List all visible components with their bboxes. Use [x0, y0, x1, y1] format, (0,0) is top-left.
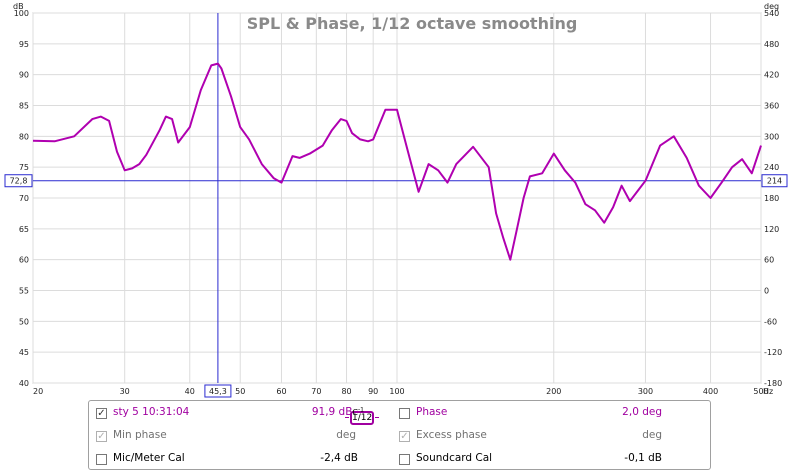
y-tick-label: 85 [19, 102, 29, 111]
soundcard-cal-label: Soundcard Cal [416, 452, 493, 464]
phase-label: Phase [416, 406, 448, 418]
cursor-x-readout-text: 45,3 [209, 387, 227, 396]
x-tick-label: 400 [703, 387, 718, 396]
y-tick-label: 100 [14, 9, 29, 18]
x-tick-label: 30 [120, 387, 130, 396]
phase-checkbox[interactable] [399, 408, 410, 419]
x-tick-label: 90 [368, 387, 378, 396]
y-axis-unit: dB [13, 2, 24, 11]
legend-row-measurement: ✓ sty 5 10:31:04 1/12 91,9 dBC-1 Phase 2… [89, 404, 710, 425]
cursor-y-right-readout: 214 [761, 174, 788, 188]
legend-row-phase-types: ✓ Min phase deg ✓ Excess phase deg [89, 427, 710, 447]
y-right-tick-label: 540 [764, 9, 779, 18]
smoothing-label: 1/12 [352, 413, 373, 423]
spl-value: 91,9 dBC-1 [311, 406, 364, 418]
min-phase-checkbox[interactable]: ✓ [96, 431, 107, 442]
chart-title: SPL & Phase, 1/12 octave smoothing [247, 14, 578, 33]
x-tick-label: 20 [33, 387, 43, 396]
x-tick-label: 80 [341, 387, 351, 396]
x-tick-label: 100 [389, 387, 404, 396]
soundcard-cal-value: -0,1 dB [624, 452, 662, 464]
y-right-tick-label: 360 [764, 102, 779, 111]
y-right-tick-label: 0 [764, 287, 769, 296]
cursor-y-right-readout-text: 214 [767, 177, 782, 186]
y-right-tick-label: 120 [764, 225, 779, 234]
x-tick-label: 40 [185, 387, 195, 396]
y-right-tick-label: 60 [764, 256, 774, 265]
y-right-tick-label: -60 [764, 317, 777, 326]
y-tick-label: 55 [19, 287, 29, 296]
y-tick-label: 80 [19, 132, 29, 141]
cursor-y-readout: 72,8 [4, 174, 33, 188]
y-right-tick-label: 300 [764, 132, 779, 141]
x-tick-label: 300 [638, 387, 653, 396]
y-tick-label: 70 [19, 194, 29, 203]
cursor-y-readout-box [4, 174, 33, 188]
y-right-tick-label: -120 [764, 348, 782, 357]
phase-value: 2,0 deg [622, 406, 662, 418]
excess-phase-checkbox[interactable]: ✓ [399, 431, 410, 442]
legend-panel: ✓ sty 5 10:31:04 1/12 91,9 dBC-1 Phase 2… [88, 400, 711, 470]
y-tick-label: 45 [19, 348, 29, 357]
x-tick-label: 70 [311, 387, 321, 396]
spl-trace [32, 62, 762, 261]
x-tick-label: 500 [753, 387, 768, 396]
y-tick-label: 50 [19, 317, 29, 326]
y-tick-label: 95 [19, 40, 29, 49]
cursor-x-readout: 45,3 [204, 384, 232, 398]
min-phase-label: Min phase [113, 429, 167, 441]
spl-phase-chart[interactable]: 40 -180 45 -120 50 -60 55 0 60 60 65 120 70 180 75 240 8… [0, 0, 800, 400]
excess-phase-label: Excess phase [416, 429, 487, 441]
mic-cal-label: Mic/Meter Cal [113, 452, 185, 464]
series-name: sty 5 10:31:04 [113, 406, 190, 418]
x-tick-label: 60 [276, 387, 286, 396]
series-checkbox[interactable]: ✓ [96, 408, 107, 419]
y-tick-label: 75 [19, 163, 29, 172]
x-unit-label: Hz [763, 387, 773, 396]
soundcard-cal-checkbox[interactable] [399, 454, 410, 465]
x-tick-label: 50 [235, 387, 245, 396]
excess-phase-value: deg [642, 429, 662, 441]
y-tick-label: 65 [19, 225, 29, 234]
mic-cal-value: -2,4 dB [320, 452, 358, 464]
min-phase-value: deg [336, 429, 356, 441]
y-right-tick-label: 240 [764, 163, 779, 172]
smoothing-badge[interactable]: 1/12 [345, 411, 379, 425]
y-right-tick-label: 420 [764, 71, 779, 80]
x-tick-label: 200 [546, 387, 561, 396]
spl-value-text: 91,9 dB [311, 406, 353, 418]
legend-row-calibration: Mic/Meter Cal -2,4 dB Soundcard Cal -0,1… [89, 450, 710, 470]
y-right-tick-label: -180 [764, 379, 782, 388]
spl-weighting: C [352, 407, 359, 417]
y-right-tick-label: 480 [764, 40, 779, 49]
y-tick-label: 60 [19, 256, 29, 265]
y-tick-label: 90 [19, 71, 29, 80]
y-right-tick-label: 180 [764, 194, 779, 203]
cursor-x-readout-box [204, 384, 232, 398]
y-right-axis-unit: deg [764, 2, 779, 11]
cursor-y-right-readout-box [761, 174, 788, 188]
mic-cal-checkbox[interactable] [96, 454, 107, 465]
cursor-y-readout-text: 72,8 [10, 177, 28, 186]
y-tick-label: 40 [19, 379, 29, 388]
